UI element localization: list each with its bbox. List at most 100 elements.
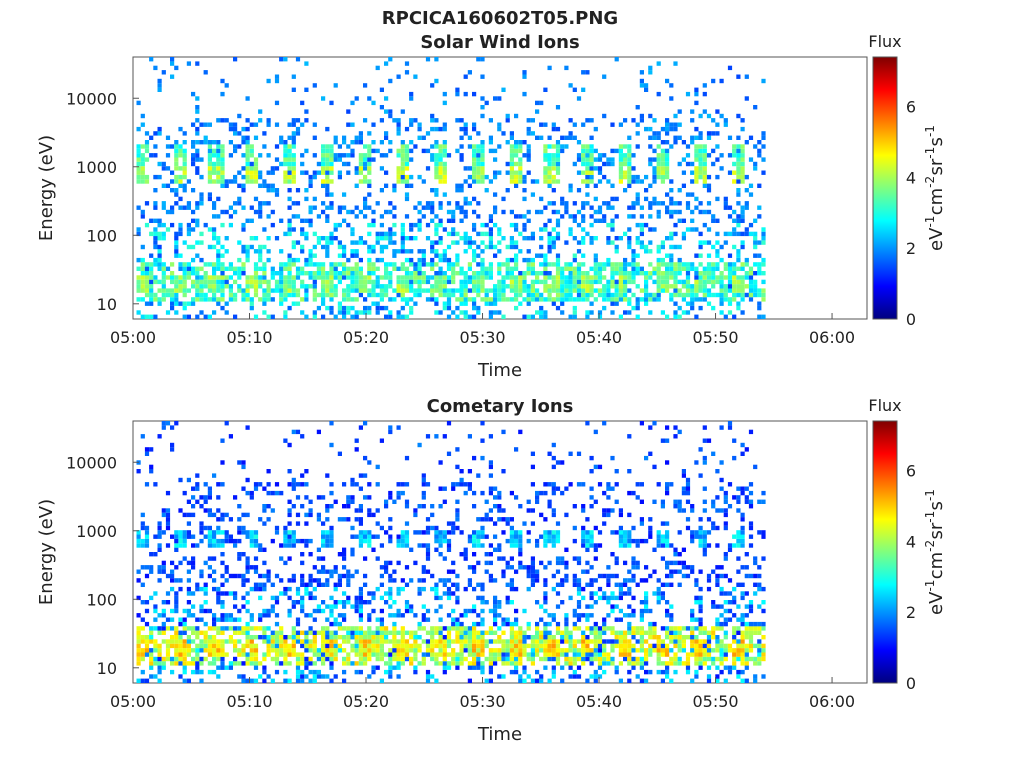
heatmap-cell (652, 271, 656, 275)
heatmap-cell (304, 293, 308, 297)
heatmap-cell (631, 306, 635, 310)
heatmap-cell (531, 315, 535, 319)
heatmap-cell (149, 284, 153, 288)
heatmap-cell (556, 149, 560, 153)
heatmap-cell (187, 201, 191, 205)
heatmap-cell (367, 543, 371, 547)
heatmap-cell (569, 227, 573, 231)
heatmap-cell (409, 661, 413, 665)
heatmap-cell (665, 271, 669, 275)
heatmap-cell (166, 421, 170, 425)
heatmap-cell (363, 153, 367, 157)
heatmap-cell (141, 648, 145, 652)
heatmap-cell (309, 271, 313, 275)
heatmap-cell (590, 153, 594, 157)
heatmap-cell (434, 639, 438, 643)
heatmap-cell (518, 214, 522, 218)
heatmap-cell (283, 262, 287, 266)
heatmap-cell (585, 149, 589, 153)
heatmap-cell (552, 179, 556, 183)
heatmap-cell (506, 657, 510, 661)
heatmap-cell (178, 639, 182, 643)
heatmap-cell (430, 249, 434, 253)
heatmap-cell (325, 254, 329, 258)
heatmap-cell (527, 626, 531, 630)
heatmap-cell (694, 101, 698, 105)
heatmap-cell (535, 652, 539, 656)
heatmap-cell (342, 310, 346, 314)
heatmap-cell (518, 175, 522, 179)
heatmap-cell (300, 101, 304, 105)
heatmap-cell (464, 631, 468, 635)
heatmap-cell (715, 131, 719, 135)
heatmap-cell (141, 565, 145, 569)
heatmap-cell (334, 652, 338, 656)
heatmap-cell (275, 144, 279, 148)
heatmap-cell (497, 249, 501, 253)
heatmap-cell (342, 552, 346, 556)
heatmap-cell (346, 574, 350, 578)
heatmap-cell (250, 284, 254, 288)
heatmap-cell (233, 644, 237, 648)
heatmap-cell (195, 280, 199, 284)
heatmap-cell (397, 639, 401, 643)
heatmap-cell (275, 635, 279, 639)
heatmap-cell (317, 306, 321, 310)
heatmap-cell (363, 539, 367, 543)
heatmap-cell (543, 166, 547, 170)
heatmap-cell (195, 473, 199, 477)
heatmap-cell (271, 648, 275, 652)
heatmap-cell (539, 618, 543, 622)
heatmap-cell (489, 465, 493, 469)
heatmap-cell (694, 179, 698, 183)
heatmap-cell (460, 136, 464, 140)
heatmap-cell (158, 302, 162, 306)
heatmap-cell (187, 644, 191, 648)
heatmap-cell (501, 622, 505, 626)
heatmap-cell (606, 297, 610, 301)
heatmap-cell (166, 648, 170, 652)
heatmap-cell (426, 618, 430, 622)
heatmap-cell (443, 306, 447, 310)
heatmap-cell (413, 508, 417, 512)
heatmap-cell (334, 500, 338, 504)
heatmap-cell (246, 491, 250, 495)
heatmap-cell (728, 232, 732, 236)
heatmap-cell (241, 460, 245, 464)
heatmap-cell (665, 123, 669, 127)
heatmap-cell (564, 293, 568, 297)
heatmap-cell (262, 288, 266, 292)
heatmap-cell (158, 648, 162, 652)
heatmap-cell (359, 639, 363, 643)
heatmap-cell (313, 280, 317, 284)
heatmap-cell (199, 267, 203, 271)
heatmap-cell (371, 548, 375, 552)
heatmap-cell (225, 249, 229, 253)
heatmap-cell (359, 631, 363, 635)
heatmap-cell (208, 197, 212, 201)
heatmap-cell (619, 162, 623, 166)
heatmap-cell (418, 258, 422, 262)
heatmap-cell (594, 254, 598, 258)
heatmap-cell (615, 245, 619, 249)
heatmap-cell (439, 149, 443, 153)
heatmap-cell (376, 275, 380, 279)
heatmap-cell (166, 275, 170, 279)
heatmap-cell (199, 310, 203, 314)
heatmap-cell (363, 162, 367, 166)
heatmap-cell (329, 166, 333, 170)
heatmap-cell (199, 232, 203, 236)
heatmap-cell (686, 280, 690, 284)
heatmap-cell (355, 140, 359, 144)
heatmap-cell (699, 271, 703, 275)
heatmap-cell (669, 214, 673, 218)
heatmap-cell (191, 227, 195, 231)
heatmap-cell (439, 635, 443, 639)
heatmap-cell (413, 635, 417, 639)
heatmap-cell (615, 267, 619, 271)
heatmap-cell (321, 631, 325, 635)
heatmap-cell (434, 188, 438, 192)
heatmap-cell (355, 517, 359, 521)
heatmap-cell (283, 530, 287, 534)
heatmap-cell (199, 258, 203, 262)
